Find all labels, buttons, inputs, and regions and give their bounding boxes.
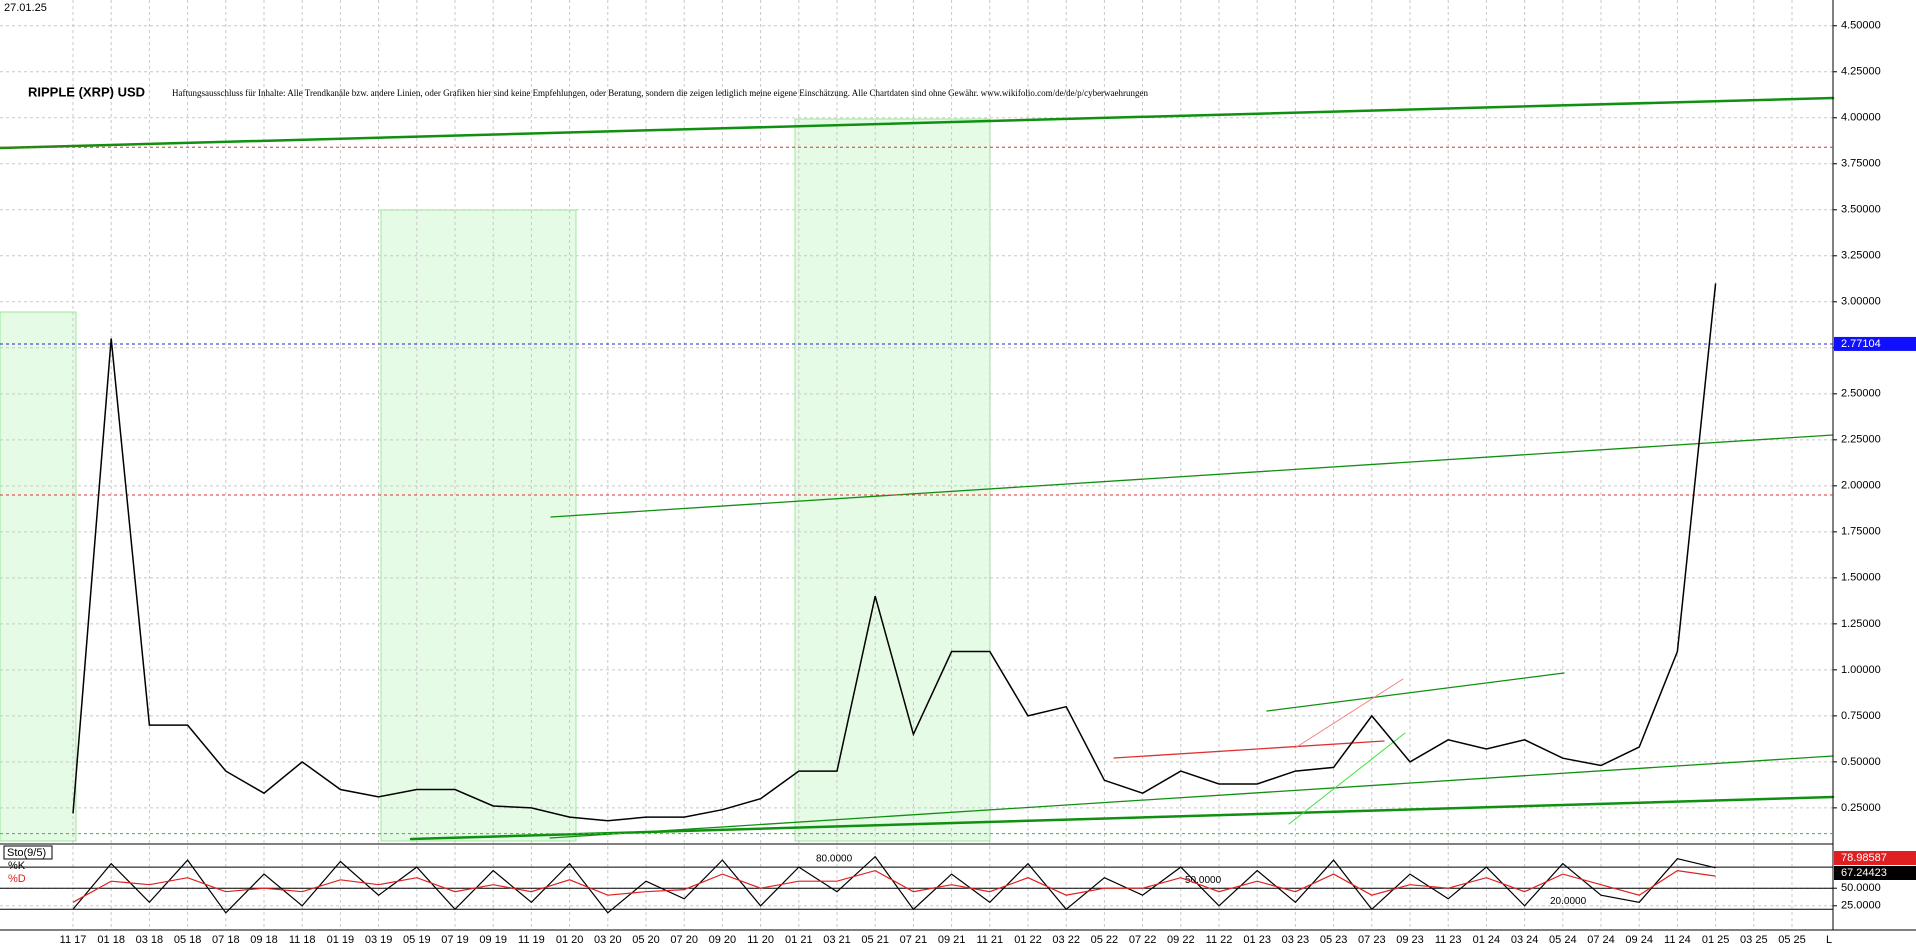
value-badge xyxy=(1834,866,1916,880)
y-tick-label: 4.25000 xyxy=(1841,66,1881,78)
x-tick-label: 01 18 xyxy=(97,934,125,946)
chart-title: RIPPLE (XRP) USD xyxy=(28,84,145,99)
x-tick-label: 09 18 xyxy=(250,934,278,946)
x-tick-label: 01 25 xyxy=(1702,934,1730,946)
y-tick-label: 1.75000 xyxy=(1841,526,1881,538)
x-tick-label: 11 21 xyxy=(976,934,1003,946)
disclaimer: Haftungsausschluss für Inhalte: Alle Tre… xyxy=(172,88,1149,98)
x-tick-label: 09 23 xyxy=(1396,934,1424,946)
y-tick-label: 0.75000 xyxy=(1841,710,1881,722)
value-badge xyxy=(1834,851,1916,865)
x-tick-label: 09 22 xyxy=(1167,934,1195,946)
y-tick-label: 3.25000 xyxy=(1841,250,1881,262)
x-tick-label: 11 17 xyxy=(60,934,87,946)
y-tick-label: 4.00000 xyxy=(1841,112,1881,124)
x-tick-label: 03 20 xyxy=(594,934,622,946)
value-badge xyxy=(1834,336,1916,351)
x-tick-label: 09 20 xyxy=(709,934,737,946)
x-tick-label: 01 22 xyxy=(1014,934,1042,946)
trend-line xyxy=(1294,678,1404,749)
indicator-title: Sto(9/5) xyxy=(7,847,46,859)
date-label: 27.01.25 xyxy=(4,2,47,14)
x-tick-label: 03 23 xyxy=(1282,934,1310,946)
trend-line xyxy=(0,96,1835,150)
x-tick-label: 01 23 xyxy=(1243,934,1271,946)
y-tick-label: 4.50000 xyxy=(1841,20,1881,32)
x-tick-label: 01 21 xyxy=(785,934,813,946)
x-tick-label: 03 18 xyxy=(136,934,164,946)
x-tick-label: 01 20 xyxy=(556,934,584,946)
x-tick-label: 11 20 xyxy=(747,934,774,946)
trend-line xyxy=(549,755,1834,839)
x-tick-label: 03 21 xyxy=(823,934,851,946)
x-tick-label: 03 24 xyxy=(1511,934,1539,946)
x-tick-label: 07 21 xyxy=(900,934,928,946)
legend-label: %K xyxy=(8,860,26,872)
x-tick-label: 05 23 xyxy=(1320,934,1348,946)
level-label: 20.0000 xyxy=(1550,896,1587,907)
y-tick-label: 1.25000 xyxy=(1841,618,1881,630)
x-tick-label: 01 19 xyxy=(327,934,355,946)
y-tick-label: 2.50000 xyxy=(1841,388,1881,400)
y-tick-label: 1.50000 xyxy=(1841,572,1881,584)
grid xyxy=(0,0,1833,929)
x-tick-label: 05 18 xyxy=(174,934,202,946)
x-tick-label: 11 22 xyxy=(1206,934,1233,946)
y-tick-label: 2.00000 xyxy=(1841,480,1881,492)
y-tick-label: 2.25000 xyxy=(1841,434,1881,446)
x-tick-label: 05 24 xyxy=(1549,934,1577,946)
x-tick-label: 09 19 xyxy=(479,934,507,946)
corner-label: L xyxy=(1826,934,1832,946)
series-line xyxy=(72,855,1716,914)
trend-lines xyxy=(0,96,1835,841)
x-tick-label: 11 19 xyxy=(518,934,545,946)
legend-label: %D xyxy=(8,873,26,885)
x-tick-label: 09 24 xyxy=(1625,934,1653,946)
highlight-box xyxy=(794,118,991,842)
x-tick-label: 09 21 xyxy=(938,934,966,946)
x-tick-label: 07 20 xyxy=(670,934,698,946)
x-tick-label: 05 22 xyxy=(1091,934,1119,946)
y-tick-label: 25.0000 xyxy=(1841,900,1881,912)
x-tick-label: 03 22 xyxy=(1052,934,1080,946)
value-badge-label: 2.77104 xyxy=(1841,338,1881,350)
x-tick-label: 05 20 xyxy=(632,934,660,946)
level-label: 50.0000 xyxy=(1185,875,1222,886)
level-label: 80.0000 xyxy=(816,854,853,865)
x-tick-label: 07 19 xyxy=(441,934,469,946)
value-badge-label: 67.24423 xyxy=(1841,867,1887,879)
value-badge-label: 78.98587 xyxy=(1841,852,1887,864)
trend-line xyxy=(1266,672,1565,712)
x-tick-label: 05 21 xyxy=(861,934,889,946)
series-line xyxy=(72,283,1717,822)
trend-line xyxy=(1113,740,1385,759)
x-tick-label: 07 18 xyxy=(212,934,240,946)
x-tick-label: 01 24 xyxy=(1473,934,1501,946)
x-tick-label: 11 23 xyxy=(1435,934,1462,946)
x-tick-label: 05 19 xyxy=(403,934,431,946)
highlight-box xyxy=(0,311,77,842)
x-tick-label: 11 24 xyxy=(1664,934,1691,946)
y-tick-label: 3.75000 xyxy=(1841,158,1881,170)
x-tick-label: 03 19 xyxy=(365,934,393,946)
x-tick-label: 07 23 xyxy=(1358,934,1386,946)
highlight-box xyxy=(380,209,577,842)
y-tick-label: 0.50000 xyxy=(1841,756,1881,768)
x-tick-label: 05 25 xyxy=(1778,934,1806,946)
series-line xyxy=(72,869,1716,903)
y-tick-label: 1.00000 xyxy=(1841,664,1881,676)
x-tick-label: 07 24 xyxy=(1587,934,1615,946)
x-tick-label: 03 25 xyxy=(1740,934,1768,946)
trend-line xyxy=(550,434,1834,518)
y-tick-label: 0.25000 xyxy=(1841,802,1881,814)
trend-line xyxy=(1288,732,1406,825)
indicator-box xyxy=(3,845,53,860)
y-tick-label: 3.00000 xyxy=(1841,296,1881,308)
y-tick-label: 3.50000 xyxy=(1841,204,1881,216)
x-tick-label: 07 22 xyxy=(1129,934,1157,946)
x-tick-label: 11 18 xyxy=(289,934,316,946)
y-tick-label: 50.0000 xyxy=(1841,882,1881,894)
